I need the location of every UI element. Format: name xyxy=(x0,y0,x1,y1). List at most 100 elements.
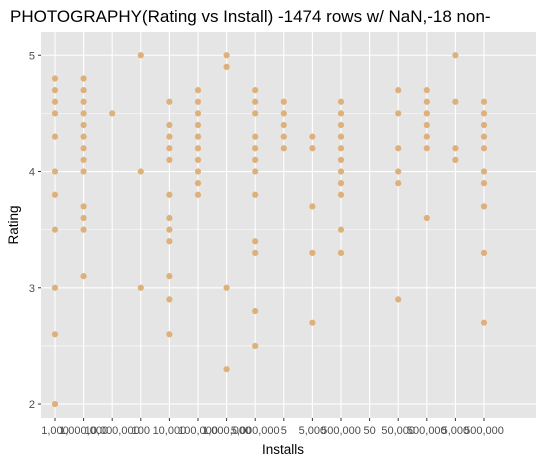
data-point xyxy=(395,180,402,187)
data-point xyxy=(280,133,287,140)
data-point xyxy=(109,110,116,117)
data-point xyxy=(194,87,202,94)
data-point xyxy=(423,110,430,117)
data-point xyxy=(51,110,59,117)
data-point xyxy=(194,98,202,105)
x-tick-label: 500,000 xyxy=(407,425,447,437)
y-tick-label: 4 xyxy=(29,167,35,179)
data-point xyxy=(395,87,402,94)
y-tick-label: 2 xyxy=(29,399,35,411)
data-point xyxy=(452,156,459,163)
data-point xyxy=(423,121,430,129)
data-point xyxy=(309,145,316,152)
data-point xyxy=(223,284,230,291)
data-point xyxy=(337,98,345,105)
x-tick-label: 10,000 xyxy=(153,425,187,437)
data-point xyxy=(452,145,459,152)
plot-panel xyxy=(41,32,536,418)
x-tick-label: 50,000 xyxy=(381,425,415,437)
data-point xyxy=(80,168,87,175)
data-point xyxy=(194,168,202,175)
x-tick-label: 500,000 xyxy=(321,425,361,437)
data-point xyxy=(480,110,488,117)
data-point xyxy=(223,366,230,373)
gridlines xyxy=(41,32,536,418)
data-point xyxy=(252,168,259,175)
x-tick-label: 100 xyxy=(132,425,150,437)
data-point xyxy=(194,145,202,152)
data-point xyxy=(80,273,87,280)
data-point xyxy=(452,52,459,59)
data-point xyxy=(337,156,345,163)
data-point xyxy=(252,133,259,140)
data-point xyxy=(223,52,230,59)
data-point xyxy=(480,145,488,152)
data-point xyxy=(80,98,87,105)
data-point xyxy=(51,284,59,291)
x-axis-title: Installs xyxy=(262,442,304,457)
data-point xyxy=(80,75,87,82)
data-point xyxy=(194,191,202,198)
data-point xyxy=(80,145,87,152)
data-point xyxy=(252,307,259,315)
data-point xyxy=(194,133,202,140)
data-point xyxy=(252,98,259,105)
data-point xyxy=(395,168,402,175)
data-point xyxy=(80,203,87,210)
data-point xyxy=(51,133,59,140)
data-point xyxy=(252,156,259,163)
data-point xyxy=(166,214,173,222)
data-point xyxy=(194,121,202,129)
x-tick-label: 10,000,000 xyxy=(85,425,140,437)
data-point xyxy=(51,226,59,233)
data-point xyxy=(80,87,87,94)
data-point xyxy=(166,226,173,233)
data-point xyxy=(337,145,345,152)
data-point xyxy=(51,75,59,82)
x-tick-label: 5 xyxy=(281,425,287,437)
data-point xyxy=(395,296,402,303)
data-point xyxy=(51,400,59,408)
y-tick-label: 3 xyxy=(29,283,35,295)
data-point xyxy=(166,133,173,140)
data-point xyxy=(166,145,173,152)
chart-title: PHOTOGRAPHY(Rating vs Install) -1474 row… xyxy=(10,7,491,26)
data-point xyxy=(51,331,59,338)
data-point xyxy=(423,145,430,152)
data-point xyxy=(309,249,316,257)
x-tick-label: 50 xyxy=(363,425,375,437)
data-point xyxy=(395,110,402,117)
data-point xyxy=(309,203,316,210)
data-point xyxy=(252,191,259,198)
data-point xyxy=(252,238,259,245)
data-point xyxy=(137,168,144,175)
data-point xyxy=(337,110,345,117)
data-point xyxy=(337,180,345,187)
y-tick-label: 5 xyxy=(29,50,35,62)
data-point xyxy=(480,180,488,187)
data-point xyxy=(337,133,345,140)
data-point xyxy=(423,214,430,222)
data-point xyxy=(423,133,430,140)
data-point xyxy=(423,98,430,105)
x-tick-label: 1,000,000 xyxy=(202,425,251,437)
data-point xyxy=(51,191,59,198)
data-point xyxy=(452,98,459,105)
data-point xyxy=(166,296,173,303)
data-point xyxy=(80,110,87,117)
data-point xyxy=(51,168,59,175)
data-point xyxy=(337,191,345,198)
x-tick-label: 1,000,000 xyxy=(59,425,108,437)
data-point xyxy=(80,133,87,140)
x-tick-label: 5,000,000 xyxy=(231,425,280,437)
data-point xyxy=(337,249,345,257)
data-points xyxy=(51,52,488,408)
data-point xyxy=(337,121,345,129)
data-point xyxy=(137,52,144,59)
data-point xyxy=(280,145,287,152)
x-tick-label: 5,000 xyxy=(299,425,327,437)
data-point xyxy=(194,180,202,187)
data-point xyxy=(166,156,173,163)
data-point xyxy=(51,98,59,105)
